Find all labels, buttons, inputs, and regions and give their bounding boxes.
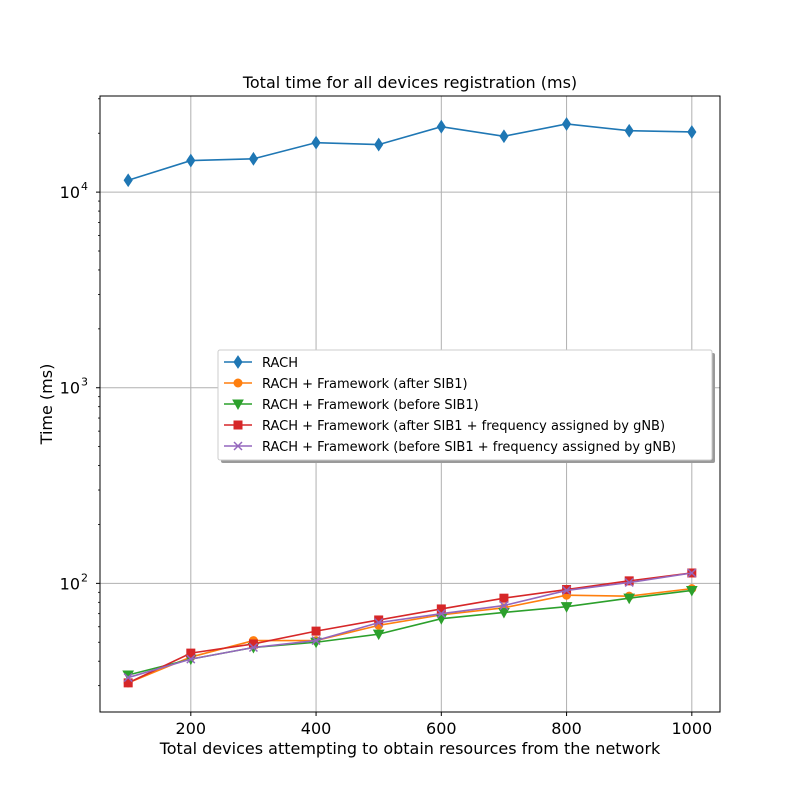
- chart-title: Total time for all devices registration …: [242, 73, 577, 92]
- series-4-point-stroke: [499, 601, 509, 611]
- series-0-point: [186, 153, 196, 168]
- x-tick-label: 600: [426, 719, 457, 738]
- legend-marker-1: [233, 378, 243, 388]
- series-2-point: [623, 593, 636, 605]
- series-4-point-stroke: [186, 654, 196, 664]
- x-tick-label: 1000: [671, 719, 712, 738]
- series-3-point: [123, 678, 133, 688]
- legend-marker-2: [232, 399, 244, 411]
- series-3-point: [624, 576, 634, 586]
- series-3-point: [186, 648, 196, 658]
- x-tick-label: 400: [301, 719, 332, 738]
- series-4-point: [186, 654, 196, 664]
- series-2-point: [560, 602, 573, 613]
- series-0-point: [123, 173, 133, 188]
- series-2-point: [685, 585, 698, 597]
- plot-frame: [99, 95, 721, 713]
- y-tick-label: 10: [60, 379, 80, 398]
- series-4-point-stroke: [248, 642, 258, 653]
- series-0-point: [624, 123, 634, 138]
- series-0-point: [311, 135, 321, 150]
- series-line-0: [127, 123, 692, 182]
- series-4-point-stroke: [687, 568, 697, 578]
- series-0-point: [374, 137, 384, 152]
- series-0-point: [248, 151, 259, 166]
- series-line-3: [127, 572, 692, 684]
- series-layer: [122, 117, 698, 688]
- series-4-point-stroke: [311, 636, 321, 646]
- series-3-point: [374, 615, 384, 625]
- series-4-point-stroke: [624, 577, 634, 588]
- y-tick-exponent: 3: [81, 376, 88, 389]
- x-axis: 200 400 600 800 1000: [176, 712, 712, 738]
- series-4-point: [499, 601, 509, 611]
- series-4-point: [687, 568, 697, 578]
- series-2-point: [372, 629, 385, 641]
- y-tick-exponent: 4: [81, 180, 88, 193]
- series-2-point: [498, 607, 510, 619]
- legend-marker-0: [233, 355, 243, 369]
- y-tick-label: 10: [60, 183, 80, 202]
- series-3-point: [311, 626, 321, 636]
- y-tick-base: 10: [60, 379, 80, 398]
- legend-label-1: RACH + Framework (after SIB1): [262, 377, 468, 392]
- y-tick-exponent: 2: [81, 571, 88, 584]
- series-line-4: [127, 572, 692, 679]
- series-4-point-stroke: [562, 585, 572, 595]
- y-tick-base: 10: [60, 183, 80, 202]
- legend-marker-4-stroke: [233, 441, 243, 451]
- legend-box: [217, 349, 713, 461]
- series-4-point-stroke: [123, 673, 133, 683]
- series-4-point: [436, 609, 446, 619]
- legend-label-4: RACH + Framework (before SIB1 + frequenc…: [262, 440, 676, 455]
- series-0-point: [499, 129, 509, 144]
- legend: RACH RACH + Framework (after SIB1) RACH + …: [217, 349, 715, 463]
- series-3-point: [499, 593, 509, 603]
- legend-marker-4: [233, 441, 243, 451]
- x-axis-title: Total devices attempting to obtain resou…: [159, 739, 661, 758]
- series-4-point: [248, 642, 258, 653]
- series-0-point: [561, 117, 572, 131]
- series-0-point: [687, 125, 697, 139]
- series-4-point: [374, 618, 384, 628]
- legend-label-3: RACH + Framework (after SIB1 + frequency…: [262, 419, 665, 434]
- y-tick-label: 10: [60, 574, 80, 593]
- x-tick-label: 800: [551, 719, 582, 738]
- x-tick-label: 200: [176, 719, 207, 738]
- series-4-point: [624, 577, 634, 588]
- series-4-point: [123, 673, 133, 683]
- series-4-point: [562, 585, 572, 595]
- series-4-point-stroke: [374, 618, 384, 628]
- legend-label-0: RACH: [262, 356, 298, 371]
- series-0-point: [436, 119, 446, 134]
- y-tick-base: 10: [60, 574, 80, 593]
- legend-label-2: RACH + Framework (before SIB1): [262, 398, 479, 413]
- series-4-point-stroke: [436, 609, 446, 619]
- legend-marker-3: [233, 420, 243, 430]
- series-4-point: [311, 636, 321, 646]
- y-axis-title: Time (ms): [37, 364, 56, 446]
